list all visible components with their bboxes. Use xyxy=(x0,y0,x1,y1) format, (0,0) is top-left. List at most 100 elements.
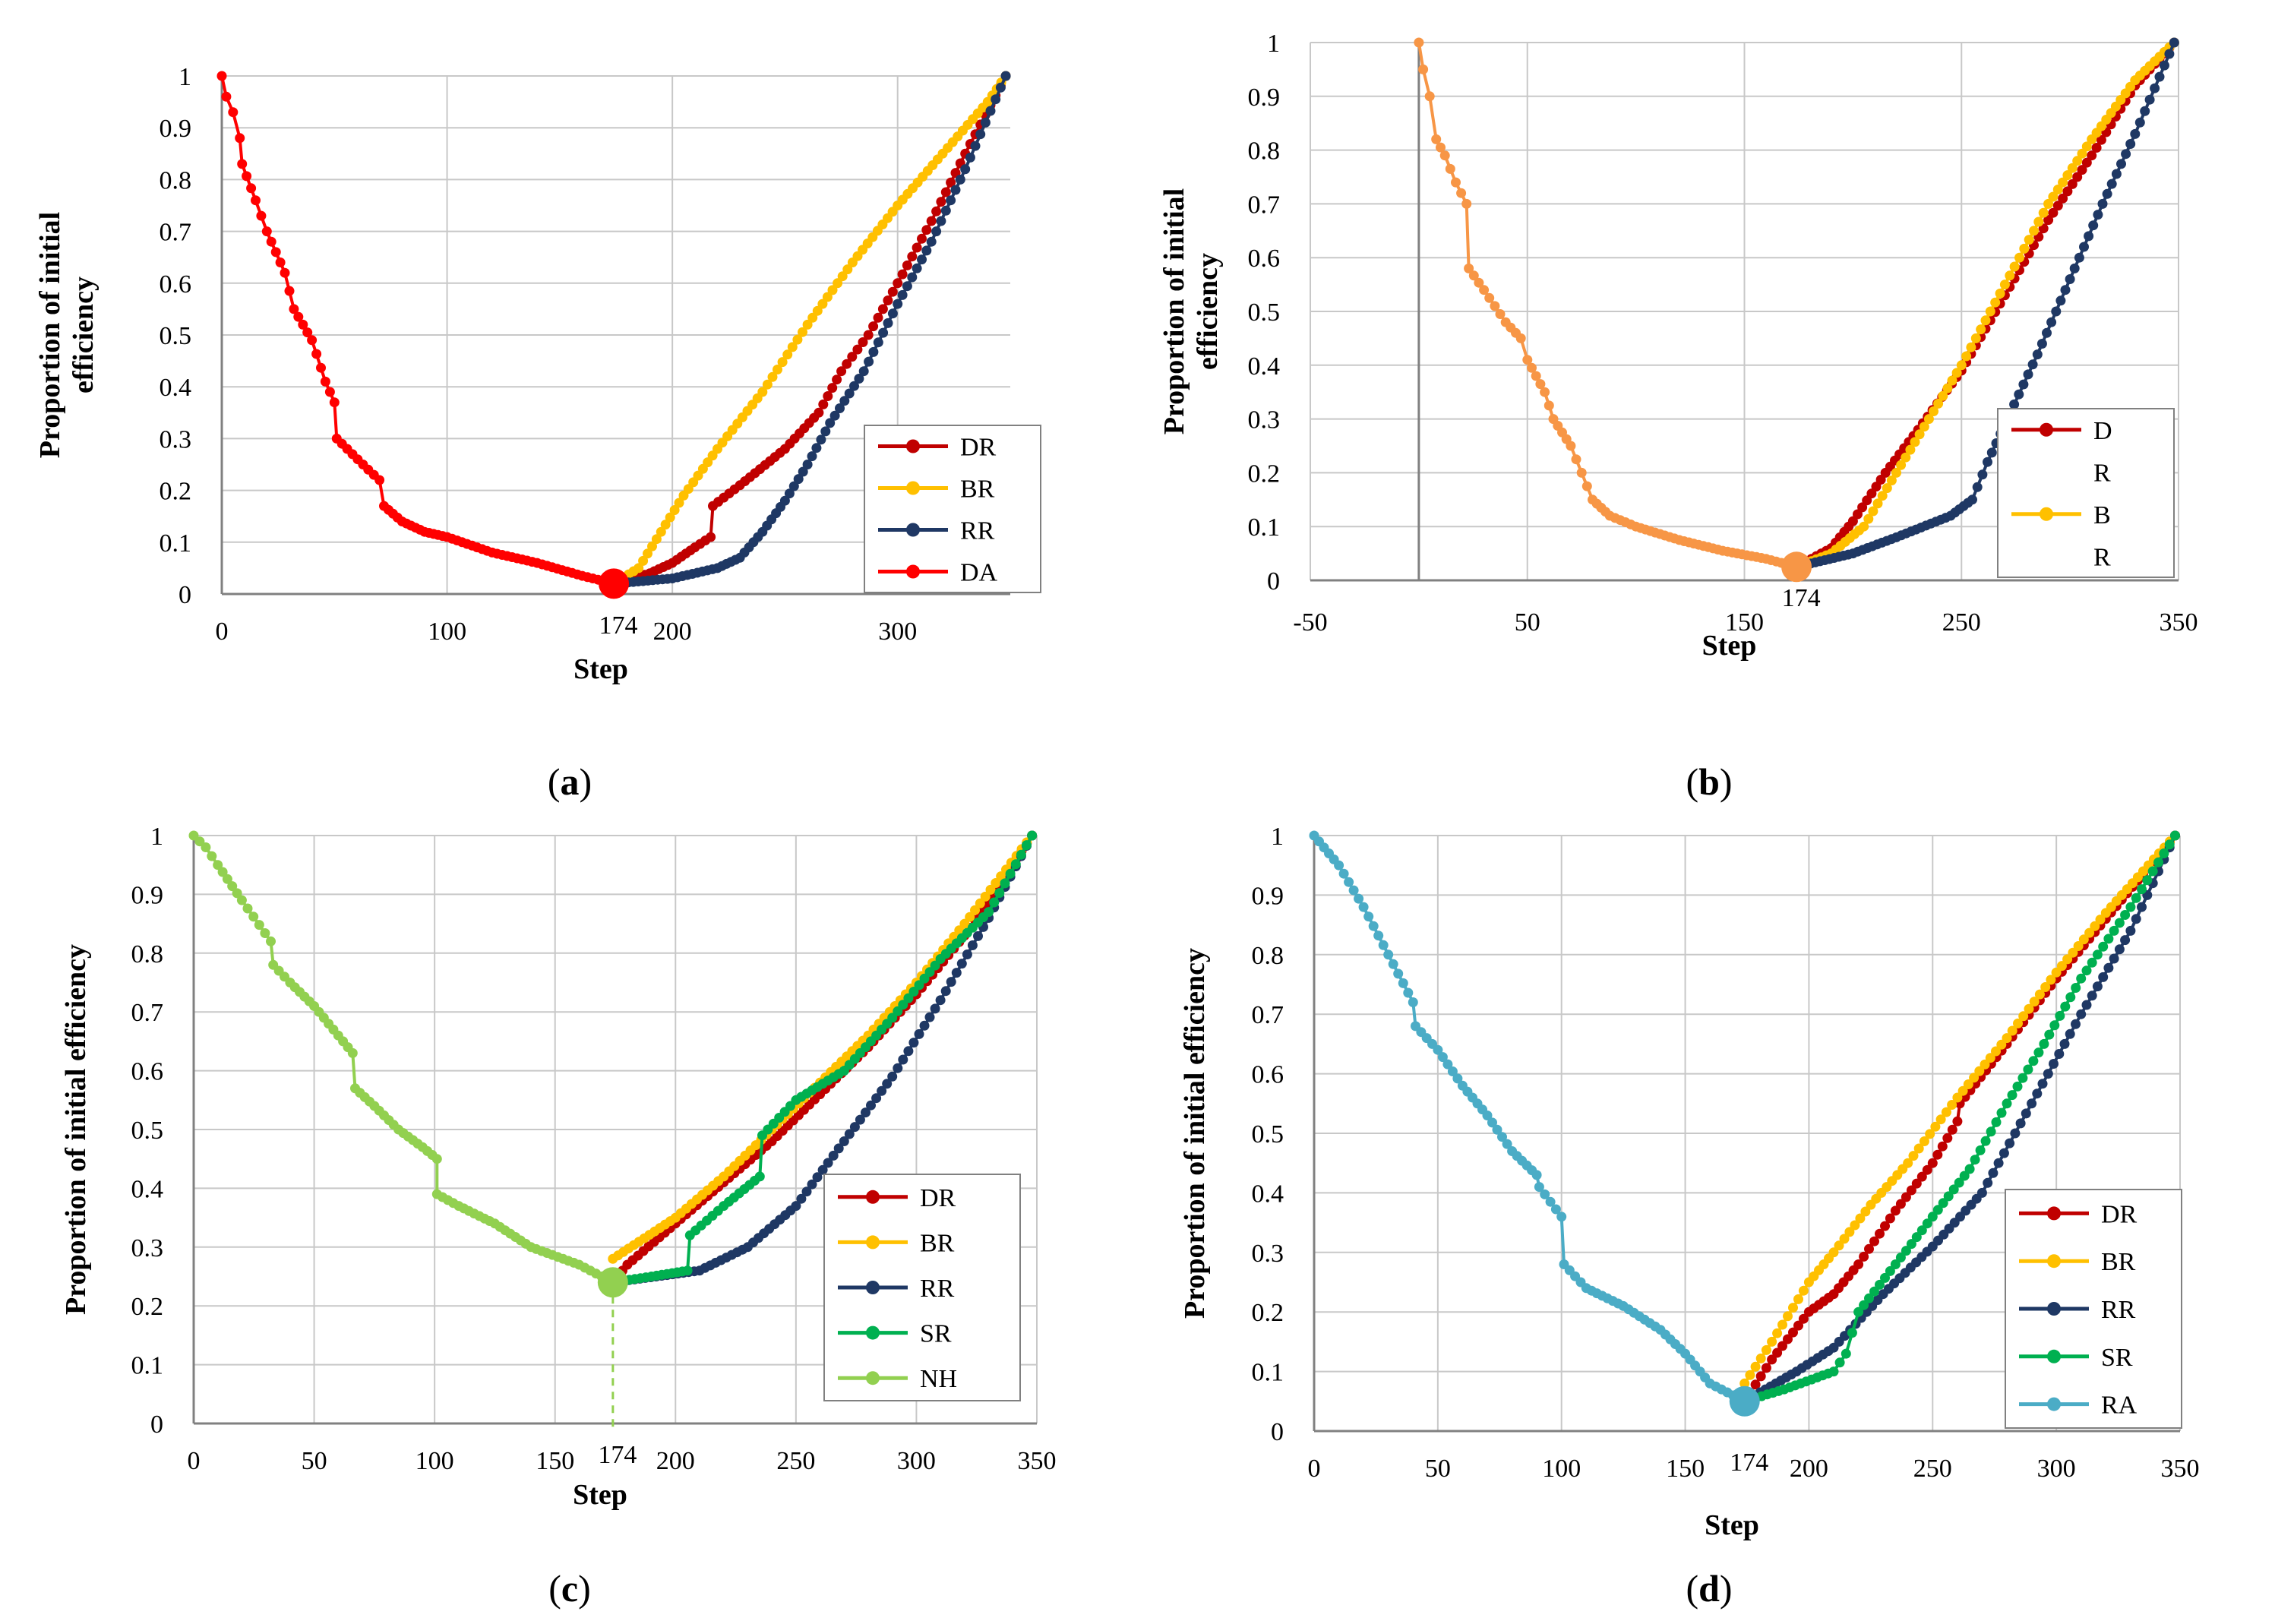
series-point-br xyxy=(1947,375,1957,386)
series-point-br xyxy=(2046,975,2056,985)
series-point-sr xyxy=(994,888,1005,898)
series-point-br xyxy=(757,387,768,397)
series-point-ra xyxy=(1452,1073,1463,1084)
x-tick-label: 200 xyxy=(653,618,692,646)
y-tick-label: 1 xyxy=(1267,30,1280,58)
y-tick-label: 1 xyxy=(1271,823,1284,851)
y-axis-title: Proportion of initial efficiency xyxy=(60,944,92,1315)
series-point-da xyxy=(1515,333,1526,343)
series-point-rr xyxy=(833,1143,844,1154)
series-point-sr xyxy=(1901,1246,1911,1256)
y-tick-label: 0.7 xyxy=(131,999,164,1027)
series-point-da xyxy=(1490,301,1500,311)
series-point-rr xyxy=(2081,1000,2092,1010)
series-point-br xyxy=(1963,1079,1973,1089)
series-point-rr xyxy=(2125,925,2136,936)
series-point-br xyxy=(1966,342,1976,352)
series-point-sr xyxy=(1859,1300,1869,1310)
series-point-sr xyxy=(2114,918,2125,928)
legend-swatch-marker xyxy=(906,439,920,453)
series-point-rr xyxy=(1983,457,1992,467)
series-point-rr xyxy=(912,263,922,273)
x-axis-title: Step xyxy=(1705,1509,1759,1541)
series-point-dr xyxy=(1793,1320,1803,1331)
series-point-br xyxy=(782,349,793,360)
series-point-sr xyxy=(2087,957,2097,968)
series-point-dr xyxy=(2048,207,2059,218)
series-point-br xyxy=(1863,513,1874,524)
legend-swatch-marker xyxy=(866,1325,880,1340)
series-point-dr xyxy=(1952,1116,1963,1126)
series-point-sr xyxy=(903,993,914,1003)
series-point-rr xyxy=(917,254,927,265)
series-point-rr xyxy=(882,1079,893,1089)
series-point-br xyxy=(1925,1129,1935,1139)
y-tick-label: 0.6 xyxy=(131,1058,164,1086)
y-tick-label: 1 xyxy=(150,823,163,851)
series-point-br xyxy=(817,299,828,309)
series-point-dr xyxy=(1853,1259,1864,1269)
series-point-br xyxy=(2058,177,2068,188)
series-point-br xyxy=(1793,1294,1803,1304)
series-point-dr xyxy=(2081,157,2092,168)
series-point-sr xyxy=(919,973,930,984)
caption-d-letter: d xyxy=(1698,1567,1720,1610)
series-point-br xyxy=(674,498,684,508)
series-point-sr xyxy=(2033,1047,2044,1058)
series-point-br xyxy=(1957,1085,1968,1096)
series-point-sr xyxy=(1911,1232,1922,1243)
y-tick-label: 0.9 xyxy=(160,115,192,143)
y-tick-label: 0.8 xyxy=(1252,942,1284,970)
series-point-dr xyxy=(1857,502,1868,513)
series-point-dr xyxy=(706,532,716,542)
series-point-dr xyxy=(842,359,852,369)
series-point-ra xyxy=(1447,1066,1458,1076)
series-point-br xyxy=(2062,170,2073,181)
series-point-rr xyxy=(811,443,822,453)
y-tick-label: 0.3 xyxy=(1252,1240,1284,1268)
series-point-rr xyxy=(985,106,996,116)
series-point-da xyxy=(228,107,239,118)
series-point-dr xyxy=(1890,1205,1901,1216)
series-point-rr xyxy=(839,1136,849,1146)
series-point-sr xyxy=(1922,1218,1932,1229)
legend-label: BR xyxy=(960,476,995,504)
series-point-sr xyxy=(1885,1265,1895,1276)
series-point-ra xyxy=(1363,912,1374,922)
series-point-rr xyxy=(2059,1038,2070,1049)
series-point-rr xyxy=(2098,972,2109,982)
series-point-dr xyxy=(1927,1158,1938,1168)
series-point-da xyxy=(284,286,295,296)
y-axis-title: Proportion of initial xyxy=(34,212,66,458)
series-point-sr xyxy=(2023,1064,2033,1075)
series-point-rr xyxy=(801,1186,812,1197)
series-point-sr xyxy=(1916,1225,1927,1236)
series-point-br xyxy=(1886,476,1897,485)
series-point-br xyxy=(837,271,848,282)
y-tick-label: 0.5 xyxy=(1252,1120,1284,1148)
series-point-nh xyxy=(260,928,270,938)
series-point-br xyxy=(1772,1328,1783,1338)
series-point-da xyxy=(1531,371,1541,381)
series-point-br xyxy=(787,342,798,352)
series-point-da xyxy=(1436,142,1446,153)
series-point-br xyxy=(1923,414,1934,425)
series-point-rr xyxy=(788,481,799,491)
series-point-ra xyxy=(1393,968,1404,979)
y-tick-label: 0.6 xyxy=(160,270,192,299)
series-point-ra xyxy=(1378,940,1389,950)
series-point-ra xyxy=(1540,1189,1550,1199)
y-tick-label: 0.8 xyxy=(131,940,164,968)
series-point-rr xyxy=(967,940,978,950)
series-point-rr xyxy=(861,1107,871,1118)
x-tick-label: 50 xyxy=(1515,608,1540,637)
series-point-da xyxy=(316,362,326,373)
series-point-sr xyxy=(1834,1357,1845,1368)
legend-label: B xyxy=(2093,501,2111,529)
series-point-ra xyxy=(1403,987,1414,998)
x-tick-label: 150 xyxy=(1725,608,1764,637)
series-point-br xyxy=(1891,467,1901,478)
series-point-da xyxy=(1451,177,1461,188)
series-point-dr xyxy=(2072,172,2083,182)
series-point-br xyxy=(1938,390,1948,401)
